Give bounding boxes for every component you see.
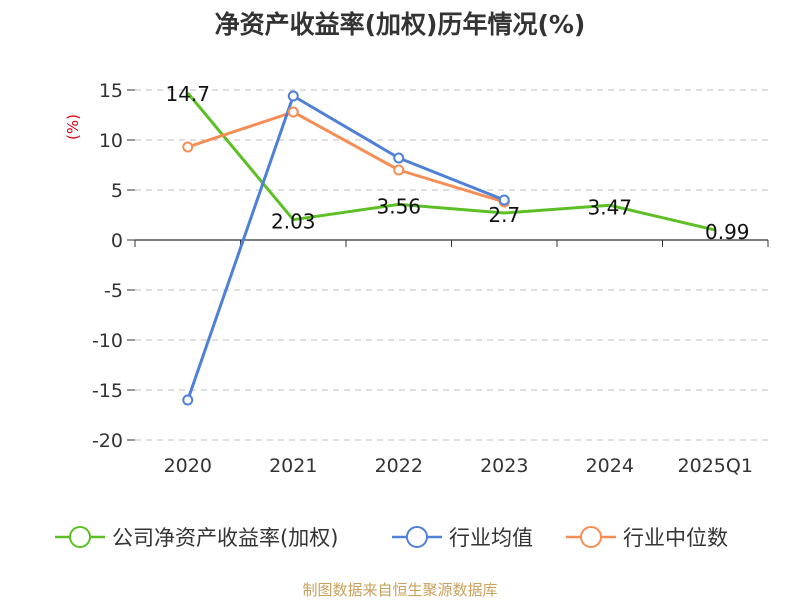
legend-label: 行业中位数 [623,526,728,550]
series-point [498,194,510,206]
source-note: 制图数据来自恒生聚源数据库 [302,581,497,599]
y-tick-label: -20 [92,430,123,452]
x-tick-label: 2021 [269,455,317,477]
x-tick-label: 2023 [480,455,528,477]
series-point [182,141,194,153]
y-axis-ticks: 15 10 5 0 -5 -10 -15 -20 [92,80,135,452]
y-tick-label: 5 [111,180,123,202]
y-tick-label: 0 [111,230,123,252]
legend-marker [406,526,428,548]
series-line-1 [186,94,505,401]
y-tick-label: 15 [99,80,123,102]
series-point [393,152,405,164]
data-label: 3.56 [376,194,421,218]
series-point [182,394,194,406]
series-point [287,90,299,102]
legend-label: 行业均值 [449,526,533,550]
series-lines [186,92,716,401]
data-label: 2.03 [271,210,316,234]
y-tick-label: -10 [92,330,123,352]
y-tick-label: -5 [104,280,123,302]
series-points [182,90,510,406]
x-axis: 2020 2021 2022 2023 2024 2025Q1 [134,239,769,477]
x-tick-label: 2022 [375,455,423,477]
legend-marker [69,526,91,548]
data-label: 0.99 [705,220,750,244]
series-point [287,106,299,118]
x-tick-label: 2020 [164,455,212,477]
data-label: 3.47 [587,195,632,219]
chart-title: 净资产收益率(加权)历年情况(%) [215,10,586,39]
y-axis-label: (%) [64,114,82,140]
x-tick-label: 2024 [586,455,634,477]
series-line-0 [186,92,716,232]
data-labels: 14.7 2.03 3.56 2.7 3.47 0.99 [165,82,749,244]
legend-marker [580,526,602,548]
series-point [393,164,405,176]
series-line-2 [187,110,505,204]
data-label: 14.7 [165,82,210,106]
y-tick-label: -15 [92,380,123,402]
legend: 公司净资产收益率(加权) 行业均值 行业中位数 [55,526,728,550]
y-tick-label: 10 [99,130,123,152]
data-label: 2.7 [488,203,520,227]
x-tick-label: 2025Q1 [678,455,753,477]
legend-label: 公司净资产收益率(加权) [112,526,338,550]
